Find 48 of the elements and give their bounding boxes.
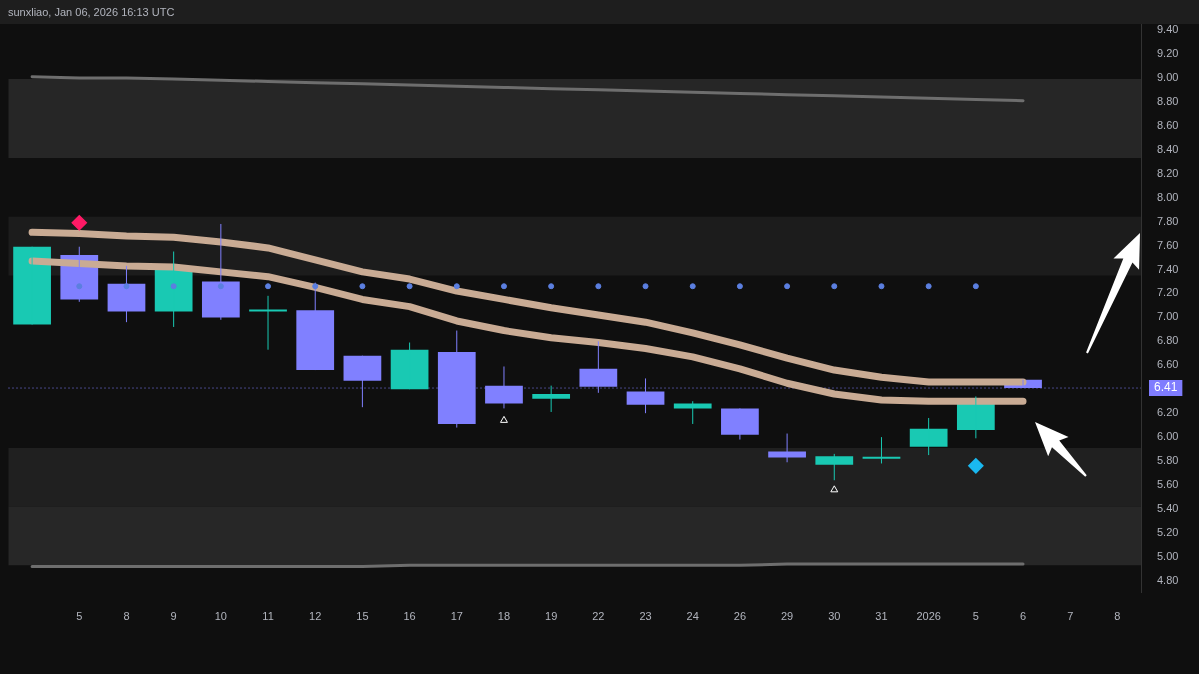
x-tick-label: 18	[497, 610, 511, 623]
y-tick-label: 6.00	[1157, 430, 1179, 443]
y-tick-label: 8.60	[1157, 118, 1179, 131]
y-tick-label: 7.00	[1157, 310, 1179, 323]
x-tick-label: 15	[356, 610, 369, 623]
x-tick-label: 26	[733, 610, 747, 623]
x-tick-label: 16	[403, 610, 416, 623]
y-tick-label: 8.40	[1157, 142, 1179, 155]
x-tick-label: 10	[214, 610, 227, 623]
y-tick-label: 6.20	[1157, 406, 1179, 419]
x-tick-label: 30	[828, 610, 841, 623]
x-tick-label: 23	[639, 610, 652, 623]
x-tick-label: 6	[1019, 610, 1027, 623]
y-tick-label: 6.80	[1157, 334, 1179, 347]
x-tick-label: 17	[450, 610, 463, 623]
x-tick-label: 12	[309, 610, 322, 623]
y-tick-label: 7.60	[1157, 238, 1179, 251]
y-tick-label: 7.80	[1157, 214, 1179, 227]
y-tick-label: 9.20	[1157, 46, 1179, 59]
y-tick-label: 9.00	[1157, 70, 1179, 83]
x-tick-label: 7	[1067, 610, 1074, 623]
x-tick-label: 31	[875, 610, 888, 623]
x-tick-label: 5	[76, 610, 83, 623]
x-tick-label: 24	[686, 610, 699, 623]
y-tick-label: 8.00	[1157, 190, 1179, 203]
x-tick-label: 5	[972, 610, 979, 623]
x-tick-label: 9	[170, 610, 177, 623]
chart-title: sunxliao, Jan 06, 2026 16:13 UTC	[0, 0, 1199, 24]
x-tick-label: 8	[1114, 610, 1121, 623]
ref-line-label: 6.41	[1154, 380, 1178, 395]
x-tick-label: 11	[262, 610, 274, 623]
y-tick-label: 7.20	[1157, 286, 1179, 299]
x-tick-label: 8	[123, 610, 130, 623]
y-tick-label: 5.60	[1157, 478, 1179, 491]
y-tick-label: 5.80	[1157, 454, 1179, 467]
y-tick-label: 9.40	[1157, 23, 1179, 36]
x-tick-label: 19	[545, 610, 558, 623]
x-tick-label: 2026	[916, 610, 941, 623]
y-tick-label: 7.40	[1157, 262, 1179, 275]
y-tick-label: 5.40	[1157, 502, 1179, 515]
y-tick-label: 8.20	[1157, 166, 1179, 179]
x-tick-label: 22	[592, 610, 605, 623]
y-tick-label: 8.80	[1157, 94, 1179, 107]
y-tick-label: 4.80	[1157, 573, 1179, 586]
y-tick-label: 5.20	[1157, 525, 1179, 538]
y-tick-label: 6.60	[1157, 358, 1179, 371]
y-tick-label: 5.00	[1157, 549, 1179, 562]
x-tick-label: 29	[780, 610, 794, 623]
